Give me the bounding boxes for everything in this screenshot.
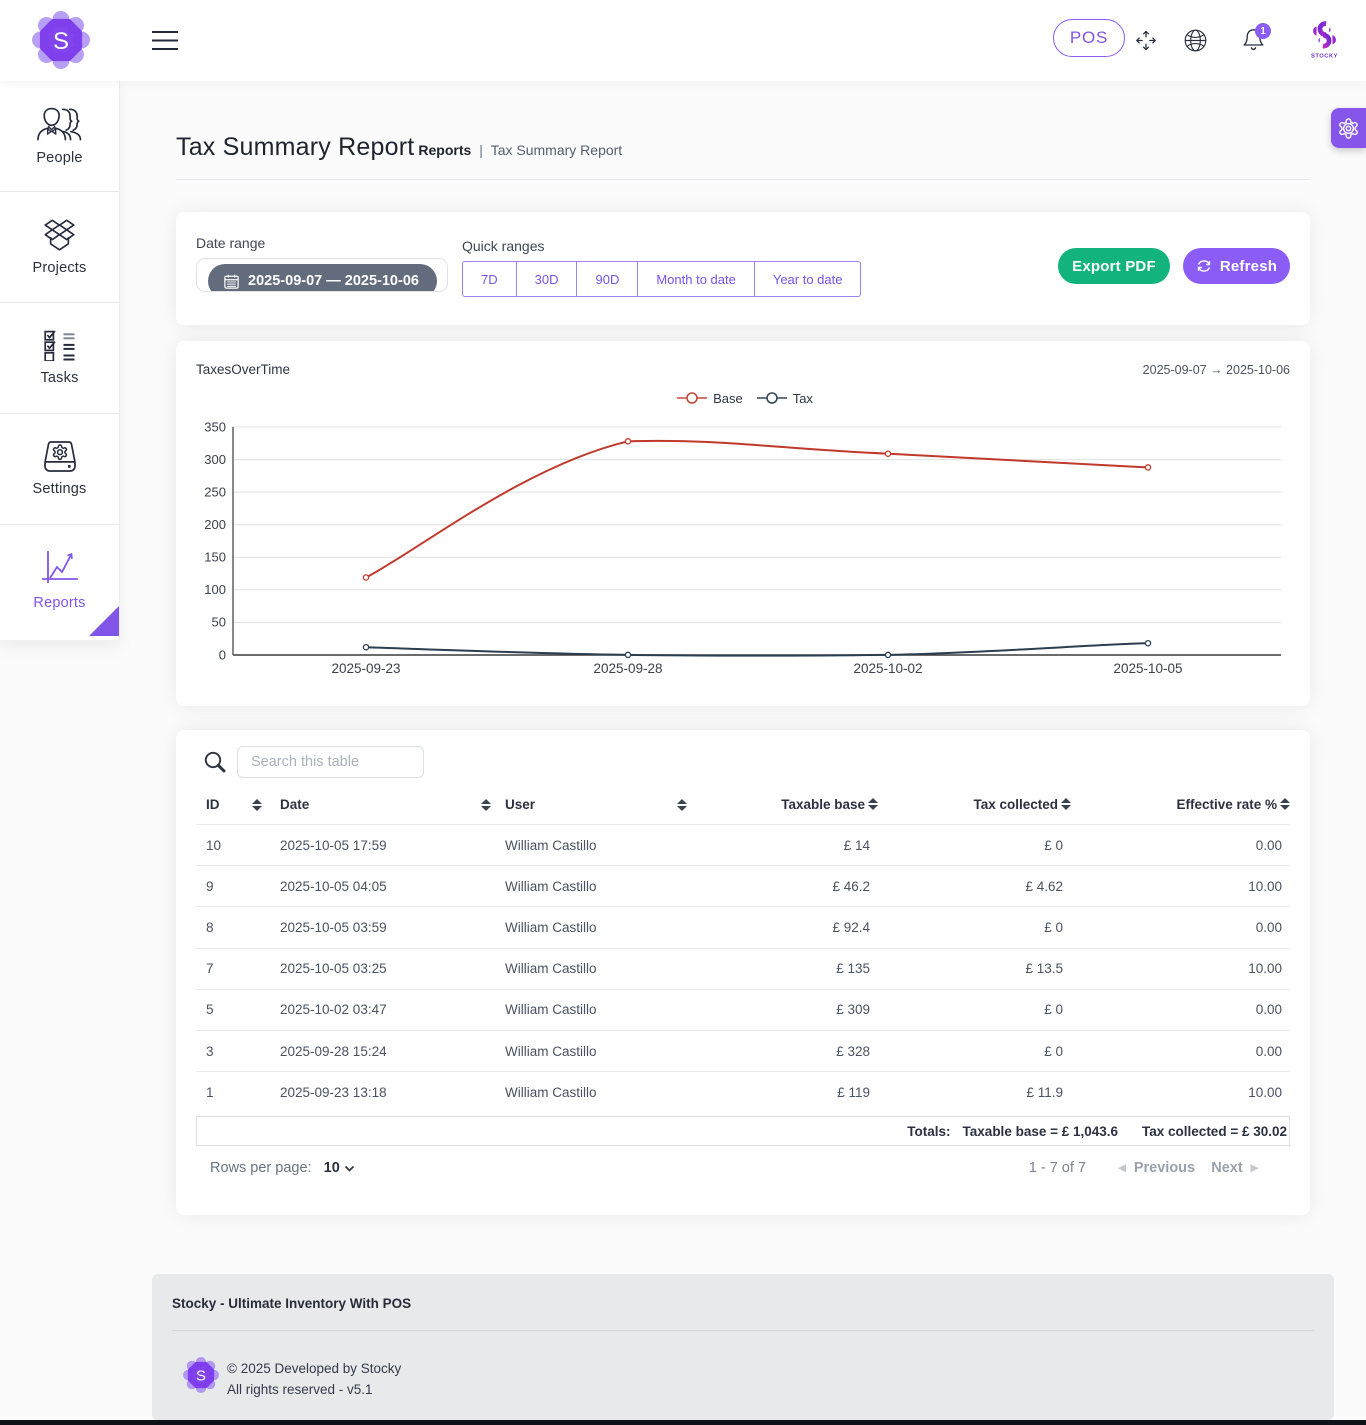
svg-text:250: 250	[204, 485, 226, 500]
svg-text:350: 350	[204, 420, 226, 435]
svg-text:100: 100	[204, 582, 226, 597]
svg-text:0: 0	[219, 648, 226, 663]
svg-text:STOCKY: STOCKY	[1311, 53, 1338, 59]
svg-text:2025-09-23: 2025-09-23	[331, 661, 400, 676]
svg-text:2025-09-28: 2025-09-28	[593, 661, 662, 676]
svg-text:S: S	[196, 1369, 206, 1385]
svg-text:300: 300	[204, 452, 226, 467]
svg-text:150: 150	[204, 550, 226, 565]
svg-text:2025-10-05: 2025-10-05	[1113, 661, 1182, 676]
svg-text:S: S	[53, 28, 69, 55]
svg-text:2025-10-02: 2025-10-02	[853, 661, 922, 676]
svg-text:200: 200	[204, 517, 226, 532]
svg-text:50: 50	[212, 615, 226, 630]
